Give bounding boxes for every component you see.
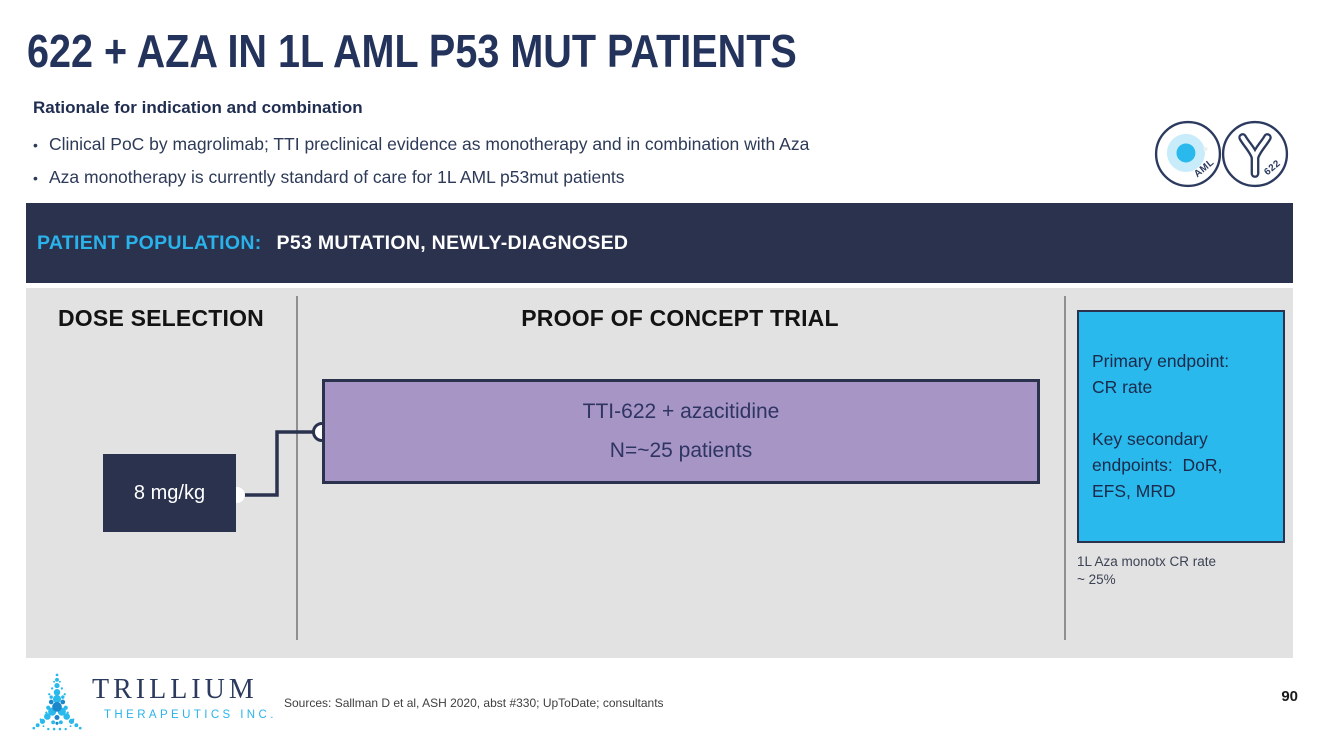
trial-box-regimen: TTI-622 + azacitidine	[582, 400, 780, 423]
population-label: PATIENT POPULATION:	[37, 231, 262, 254]
trial-design-panel: DOSE SELECTION PROOF OF CONCEPT TRIAL 8 …	[26, 288, 1293, 658]
dose-box: 8 mg/kg	[103, 454, 236, 532]
trillium-logo-subtitle: THERAPEUTICS INC.	[104, 709, 277, 721]
column-divider	[1064, 296, 1066, 640]
indication-icons: AML 622	[1153, 119, 1293, 189]
secondary-endpoints-text: Key secondary endpoints: DoR, EFS, MRD	[1092, 429, 1223, 501]
endpoints-box: Primary endpoint: CR rate Key secondary …	[1077, 310, 1285, 543]
page-number: 90	[1281, 688, 1298, 705]
trial-box-sample-size: N=~25 patients	[609, 439, 753, 462]
patient-population-banner: PATIENT POPULATION: P53 MUTATION, NEWLY-…	[26, 203, 1293, 283]
slide-subtitle: Rationale for indication and combination	[33, 98, 363, 117]
aza-benchmark-note: 1L Aza monotx CR rate ~ 25%	[1077, 554, 1217, 587]
proof-of-concept-heading: PROOF OF CONCEPT TRIAL	[521, 305, 839, 331]
bullet-item: Aza monotherapy is currently standard of…	[33, 166, 1093, 189]
dose-selection-heading: DOSE SELECTION	[58, 305, 264, 331]
bullet-item: Clinical PoC by magrolimab; TTI preclini…	[33, 133, 1093, 156]
sources-note: Sources: Sallman D et al, ASH 2020, abst…	[284, 696, 664, 710]
page-title: 622 + AZA IN 1L AML P53 MUT PATIENTS	[27, 25, 797, 77]
trial-box: TTI-622 + azacitidine N=~25 patients	[322, 379, 1040, 484]
dose-box-label: 8 mg/kg	[133, 481, 206, 504]
population-value: P53 MUTATION, NEWLY-DIAGNOSED	[276, 231, 629, 254]
tti-622-antibody-icon: 622	[1221, 120, 1289, 188]
trillium-logo-icon	[32, 673, 82, 731]
rationale-bullet-list: Clinical PoC by magrolimab; TTI preclini…	[33, 133, 1093, 199]
primary-endpoint-text: Primary endpoint: CR rate	[1092, 351, 1230, 397]
column-divider	[296, 296, 298, 640]
aml-cell-icon: AML	[1154, 120, 1222, 188]
trillium-logo-wordmark: TRILLIUM	[92, 674, 258, 705]
